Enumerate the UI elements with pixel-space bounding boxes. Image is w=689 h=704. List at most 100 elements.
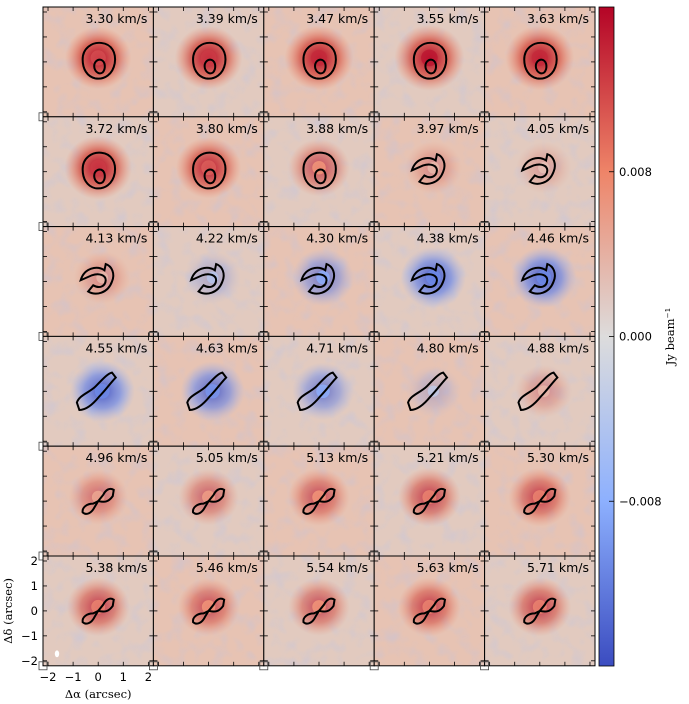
emission-core	[201, 600, 216, 614]
mask-contour	[410, 152, 446, 185]
velocity-label: 4.30 km/s	[306, 231, 368, 246]
velocity-label: 4.13 km/s	[85, 231, 147, 246]
mask-contour	[302, 487, 336, 515]
x-tick-label: −1	[65, 670, 82, 684]
y-tick-label: −1	[21, 629, 38, 643]
colorbar-label: Jy beam⁻¹	[663, 308, 677, 366]
channel-panel: 4.38 km/s	[369, 226, 486, 341]
emission-core	[422, 490, 437, 505]
x-tick-label: 1	[120, 670, 127, 684]
channel-panel: 5.46 km/s	[148, 555, 265, 671]
channel-panel: 3.47 km/s	[259, 6, 375, 122]
mask-contour	[412, 487, 447, 515]
channel-panel: 3.88 km/s	[259, 116, 375, 232]
y-tick-label: 2	[31, 554, 38, 568]
emission-core	[536, 270, 552, 285]
channel-panel: 4.55 km/s	[38, 335, 154, 451]
channel-panel: 3.97 km/s	[369, 116, 486, 232]
channel-panel: 3.30 km/s	[38, 6, 154, 122]
mask-contour	[192, 487, 226, 515]
channel-panel: 4.13 km/s	[38, 226, 154, 341]
colorbar-tick-label: 0.008	[619, 165, 652, 179]
channel-panel: 3.63 km/s	[480, 6, 596, 122]
mask-contour	[192, 41, 227, 80]
beam-ellipse	[54, 650, 60, 658]
channel-panel: 3.72 km/s	[38, 116, 154, 232]
emission-core	[312, 490, 326, 504]
channel-panel: 3.39 km/s	[148, 6, 265, 122]
y-tick-label: 1	[31, 579, 38, 593]
y-tick-label: −2	[21, 654, 38, 668]
y-tick-label: 0	[31, 604, 38, 618]
velocity-label: 5.71 km/s	[527, 560, 589, 575]
velocity-label: 5.21 km/s	[417, 450, 479, 465]
velocity-label: 3.72 km/s	[85, 121, 147, 136]
velocity-label: 3.39 km/s	[196, 11, 258, 26]
velocity-label: 4.71 km/s	[306, 340, 368, 355]
mask-contour	[314, 58, 327, 75]
channel-panel: 4.96 km/s	[38, 445, 154, 561]
corner-marker	[369, 661, 379, 671]
channel-panel: 4.63 km/s	[148, 335, 265, 451]
x-axis-label: Δα (arcsec)	[65, 687, 132, 701]
corner-marker	[148, 661, 158, 671]
velocity-label: 3.80 km/s	[196, 121, 258, 136]
mask-contour	[424, 58, 437, 75]
velocity-label: 5.30 km/s	[527, 450, 589, 465]
mask-contour	[520, 262, 556, 295]
mask-contour	[189, 262, 225, 295]
velocity-label: 4.05 km/s	[527, 121, 589, 136]
mask-contour	[412, 41, 448, 80]
corner-marker	[259, 661, 269, 671]
channel-panel: 4.71 km/s	[259, 335, 375, 451]
velocity-label: 3.47 km/s	[306, 11, 368, 26]
corner-marker	[38, 661, 48, 671]
y-axis-label: Δδ (arcsec)	[1, 578, 15, 644]
emission-core	[427, 385, 440, 397]
emission-core	[202, 490, 216, 504]
velocity-label: 5.13 km/s	[306, 450, 368, 465]
velocity-label: 4.22 km/s	[196, 231, 258, 246]
channel-panel: 3.55 km/s	[369, 6, 486, 122]
mask-contour	[192, 151, 227, 190]
channel-panel: 4.22 km/s	[148, 226, 265, 341]
channel-panel: 5.38 km/s	[38, 555, 154, 671]
mask-contour	[410, 262, 446, 295]
emission-core	[310, 49, 328, 66]
channel-panel: 5.05 km/s	[148, 445, 265, 561]
velocity-label: 5.54 km/s	[306, 560, 368, 575]
velocity-label: 5.63 km/s	[417, 560, 479, 575]
velocity-label: 3.63 km/s	[527, 11, 589, 26]
channel-panel: 4.30 km/s	[259, 226, 375, 341]
mask-contour	[302, 597, 336, 625]
emission-core	[537, 385, 550, 398]
mask-contour	[81, 151, 117, 190]
emission-core	[421, 49, 438, 67]
channel-panel: 5.71 km/s	[480, 555, 596, 671]
colorbar-tick-label: 0.000	[619, 330, 652, 344]
mask-contour	[517, 371, 559, 412]
mask-contour	[523, 597, 557, 625]
mask-contour	[523, 41, 558, 80]
velocity-label: 3.88 km/s	[306, 121, 368, 136]
velocity-label: 3.55 km/s	[417, 11, 479, 26]
emission-core	[316, 270, 330, 285]
velocity-label: 5.05 km/s	[196, 450, 258, 465]
x-tick-label: −2	[40, 670, 57, 684]
emission-core	[531, 49, 548, 66]
channel-panel: 4.05 km/s	[480, 116, 596, 232]
emission-core	[532, 490, 547, 505]
mask-contour	[534, 58, 548, 75]
mask-contour	[186, 371, 228, 412]
velocity-label: 5.46 km/s	[196, 560, 258, 575]
mask-contour	[296, 371, 338, 412]
emission-core	[90, 159, 107, 176]
mask-contour	[75, 371, 118, 412]
emission-core	[91, 490, 105, 504]
mask-contour	[81, 597, 115, 625]
mask-contour	[79, 262, 115, 295]
emission-core	[425, 270, 441, 285]
mask-contour	[192, 597, 226, 625]
channel-panel: 4.80 km/s	[369, 335, 486, 451]
channel-panel: 5.63 km/s	[369, 555, 486, 671]
